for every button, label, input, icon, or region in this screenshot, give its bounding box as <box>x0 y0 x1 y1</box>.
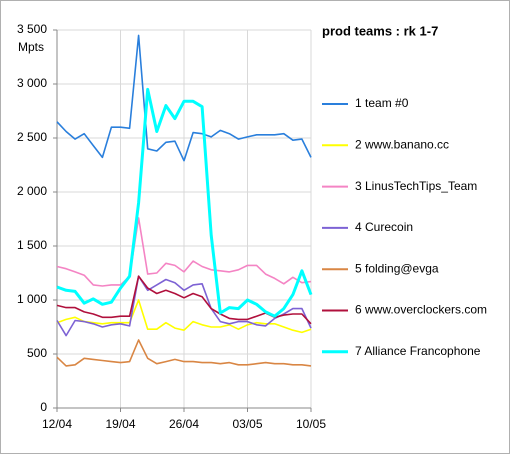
series-line <box>56 87 313 318</box>
y-tick-label: 3 000 <box>17 76 47 90</box>
x-tick-label: 03/05 <box>232 417 262 431</box>
legend-label: 3 LinusTechTips_Team <box>355 179 477 193</box>
y-tick-label: 3 500 <box>17 22 47 36</box>
legend-label: 5 folding@evga <box>355 261 439 275</box>
legend-label: 1 team #0 <box>355 96 409 110</box>
y-tick-label: 500 <box>27 346 47 360</box>
y-tick-label: 2 500 <box>17 130 47 144</box>
x-tick-label: 10/05 <box>296 417 326 431</box>
y-tick-label: 0 <box>40 400 47 414</box>
legend-label: 7 Alliance Francophone <box>355 344 481 358</box>
x-tick-label: 12/04 <box>42 417 72 431</box>
y-tick-label: 2 000 <box>17 184 47 198</box>
y-tick-label: 1 500 <box>17 238 47 252</box>
series-line <box>56 217 312 287</box>
legend-label: 2 www.banano.cc <box>355 137 449 151</box>
chart-title: prod teams : rk 1-7 <box>322 23 438 38</box>
x-tick-label: 26/04 <box>169 417 199 431</box>
series-line <box>56 339 312 367</box>
series-line <box>56 34 312 162</box>
series-line <box>56 275 312 337</box>
legend-label: 6 www.overclockers.com <box>355 303 487 317</box>
x-tick-label: 19/04 <box>105 417 135 431</box>
y-tick-label: 1 000 <box>17 292 47 306</box>
legend-label: 4 Curecoin <box>355 220 413 234</box>
y-axis-label: Mpts <box>18 40 44 54</box>
